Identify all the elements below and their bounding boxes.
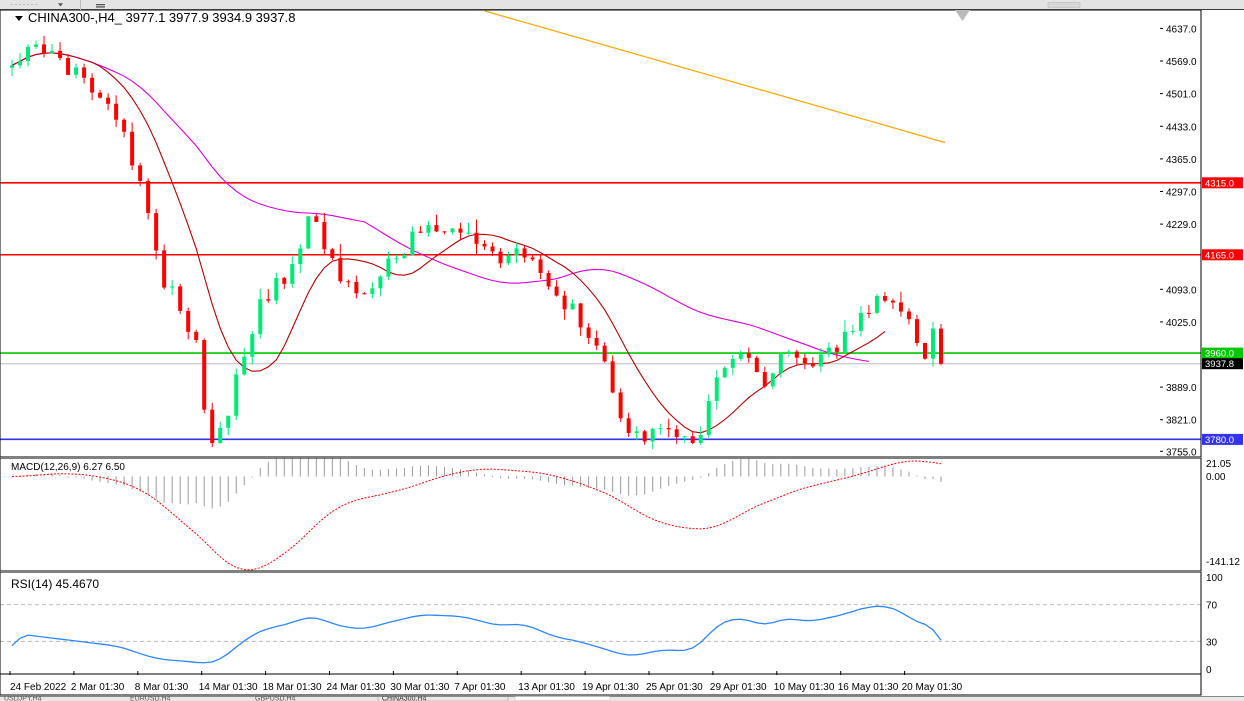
- svg-text:MACD(12,26,9) 6.27 6.50: MACD(12,26,9) 6.27 6.50: [11, 462, 125, 473]
- svg-text:0.00: 0.00: [1206, 472, 1226, 483]
- svg-text:13 Apr 01:30: 13 Apr 01:30: [518, 682, 575, 693]
- svg-text:29 Apr 01:30: 29 Apr 01:30: [710, 682, 767, 693]
- svg-text:3960.0: 3960.0: [1205, 349, 1234, 360]
- svg-text:2 Mar 01:30: 2 Mar 01:30: [71, 682, 125, 693]
- svg-text:30 Mar 01:30: 30 Mar 01:30: [390, 682, 449, 693]
- svg-text:25 Apr 01:30: 25 Apr 01:30: [646, 682, 703, 693]
- svg-text:24 Mar 01:30: 24 Mar 01:30: [327, 682, 386, 693]
- svg-text:4297.0: 4297.0: [1166, 188, 1197, 199]
- svg-text:10 May 01:30: 10 May 01:30: [774, 682, 835, 693]
- svg-text:70: 70: [1206, 601, 1218, 612]
- svg-text:3780.0: 3780.0: [1205, 435, 1234, 446]
- svg-text:21.05: 21.05: [1206, 459, 1231, 470]
- svg-text:CHINA300-,H4_ 3977.1 3977.9 39: CHINA300-,H4_ 3977.1 3977.9 3934.9 3937.…: [28, 10, 295, 25]
- svg-text:4093.0: 4093.0: [1166, 285, 1197, 296]
- svg-text:-141.12: -141.12: [1206, 557, 1240, 568]
- svg-text:3821.0: 3821.0: [1166, 416, 1197, 427]
- svg-text:7 Apr 01:30: 7 Apr 01:30: [454, 682, 506, 693]
- svg-text:4025.0: 4025.0: [1166, 318, 1197, 329]
- svg-text:EURUSD,H4: EURUSD,H4: [130, 696, 171, 701]
- svg-text:16 May 01:30: 16 May 01:30: [838, 682, 899, 693]
- svg-text:4165.0: 4165.0: [1205, 250, 1234, 261]
- svg-text:CHINA300,H4: CHINA300,H4: [382, 696, 426, 701]
- svg-text:4365.0: 4365.0: [1166, 155, 1197, 166]
- svg-text:30: 30: [1206, 638, 1218, 649]
- svg-text:3937.8: 3937.8: [1205, 359, 1234, 370]
- svg-text:18 Mar 01:30: 18 Mar 01:30: [263, 682, 322, 693]
- svg-text:4229.0: 4229.0: [1166, 220, 1197, 231]
- svg-text:3755.0: 3755.0: [1166, 447, 1197, 458]
- svg-text:0: 0: [1206, 665, 1212, 676]
- svg-text:4569.0: 4569.0: [1166, 57, 1197, 68]
- svg-text:4315.0: 4315.0: [1205, 178, 1234, 189]
- svg-text:4501.0: 4501.0: [1166, 90, 1197, 101]
- svg-text:19 Apr 01:30: 19 Apr 01:30: [582, 682, 639, 693]
- svg-text:RSI(14) 45.4670: RSI(14) 45.4670: [11, 577, 99, 591]
- svg-text:3889.0: 3889.0: [1166, 383, 1197, 394]
- svg-text:8 Mar 01:30: 8 Mar 01:30: [135, 682, 189, 693]
- svg-text:100: 100: [1206, 573, 1223, 584]
- svg-text:4433.0: 4433.0: [1166, 122, 1197, 133]
- svg-text:14 Mar 01:30: 14 Mar 01:30: [199, 682, 258, 693]
- svg-text:4637.0: 4637.0: [1166, 24, 1197, 35]
- svg-text:USDJPY,H4: USDJPY,H4: [4, 696, 42, 701]
- svg-text:GBPUSD,H4: GBPUSD,H4: [255, 696, 296, 701]
- svg-text:24 Feb 2022: 24 Feb 2022: [10, 682, 67, 693]
- svg-text:20 May 01:30: 20 May 01:30: [902, 682, 963, 693]
